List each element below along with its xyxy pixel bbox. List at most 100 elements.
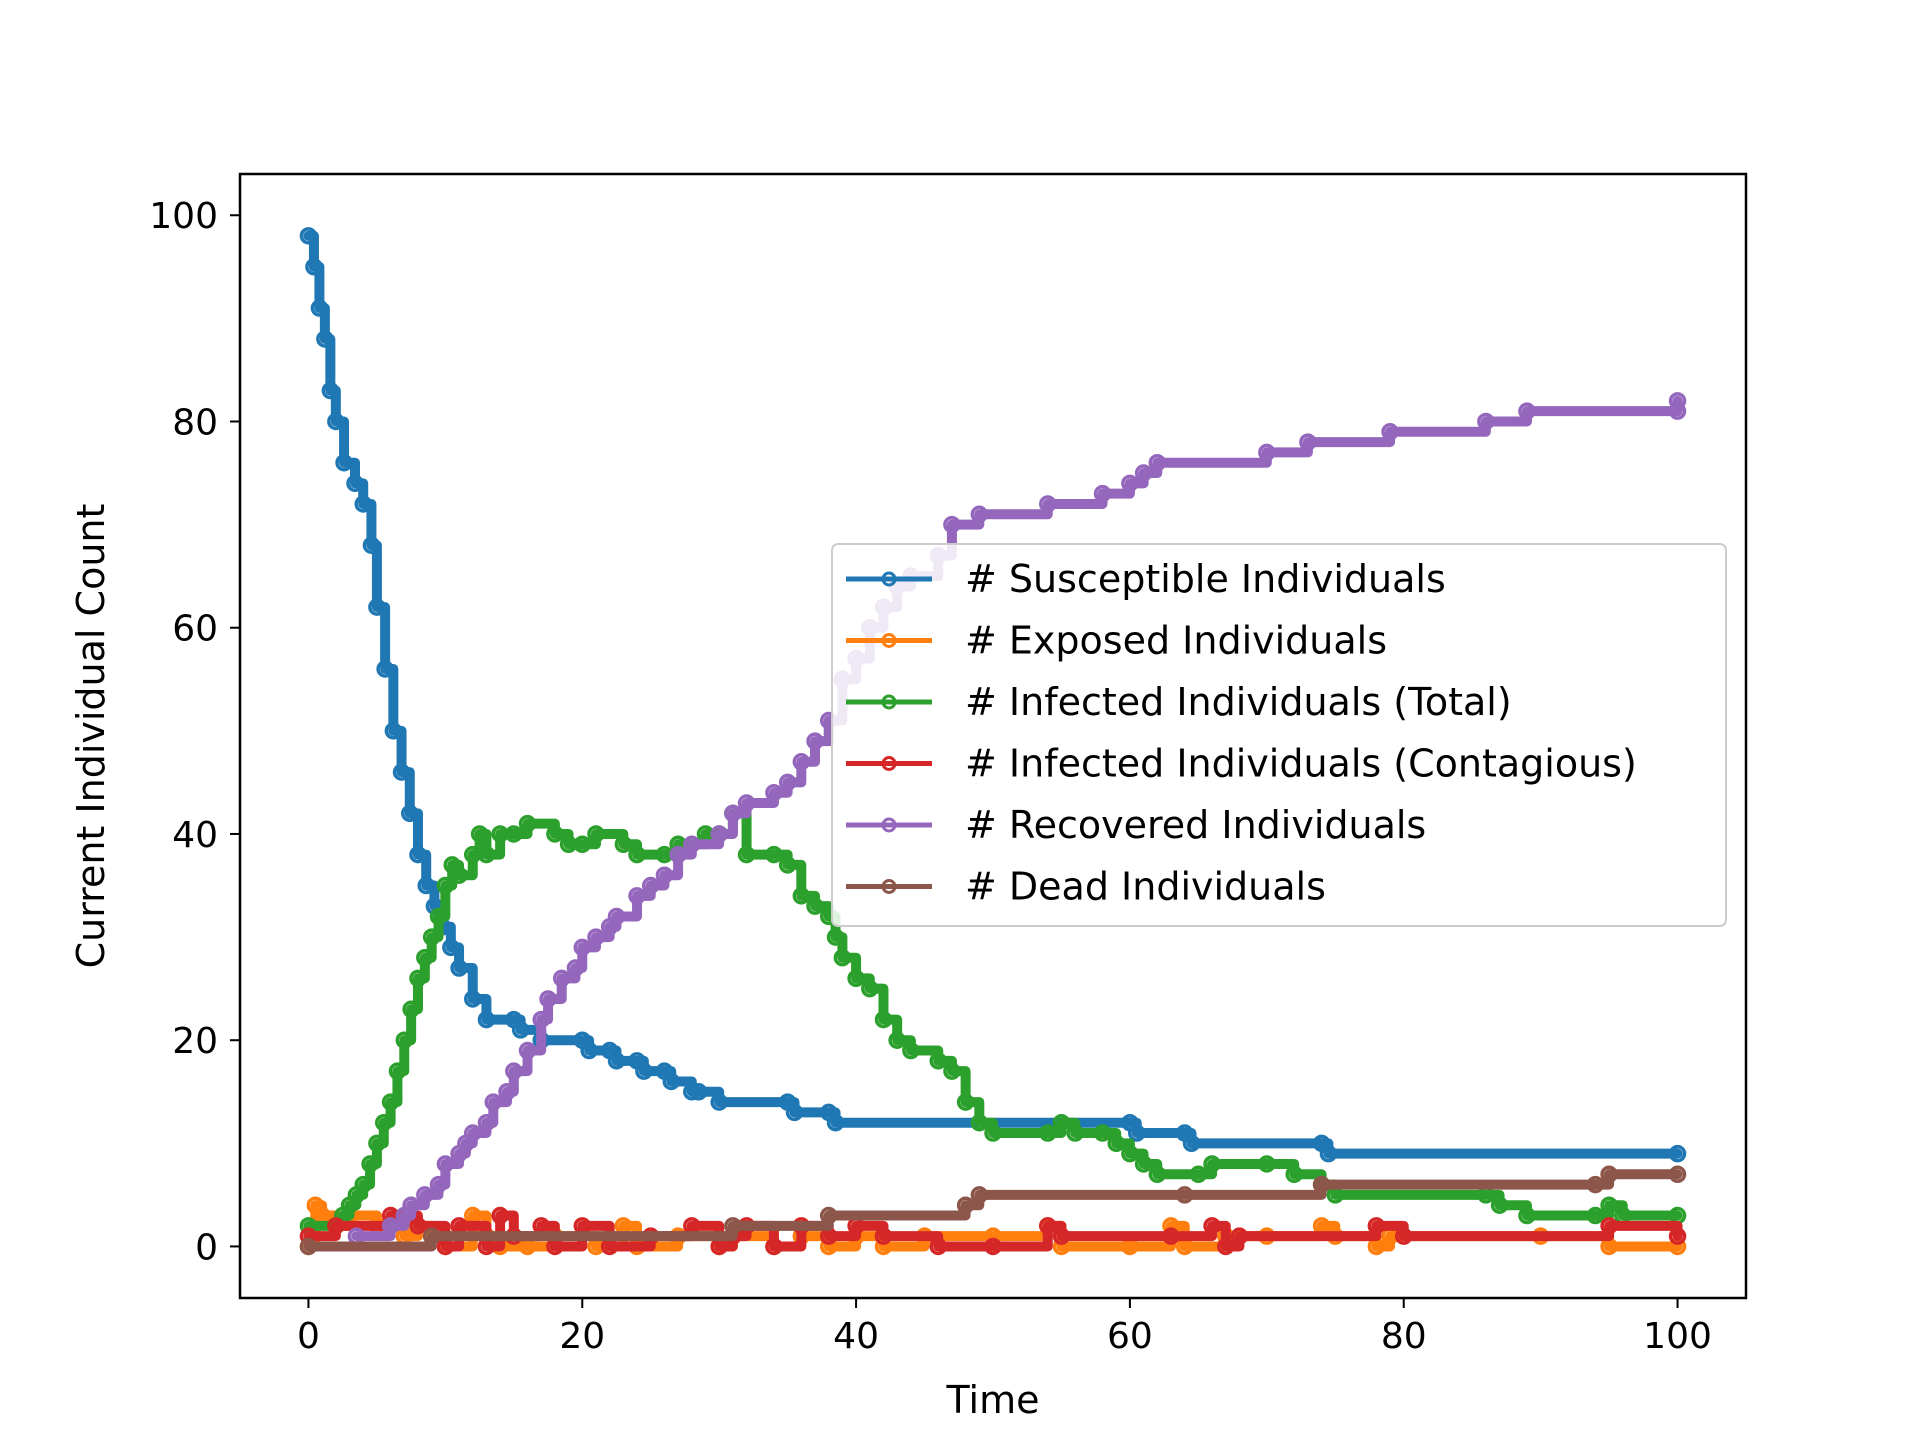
data-point: [384, 722, 403, 740]
series-recovered-individuals: [347, 392, 1687, 1245]
data-point: [737, 845, 756, 864]
data-point: [956, 1196, 975, 1214]
legend-items: # Susceptible Individuals # Exposed Indiv…: [846, 557, 1637, 909]
data-point: [416, 1186, 434, 1204]
data-point: [1052, 1113, 1071, 1132]
data-point: [321, 381, 340, 400]
data-point: [395, 1031, 414, 1049]
data-point: [1162, 1227, 1180, 1245]
data-point: [409, 969, 427, 988]
data-point: [806, 732, 824, 750]
legend-label: # Infected Individuals (Total): [965, 680, 1512, 724]
data-point: [943, 515, 961, 534]
y-tick-label: 60: [172, 609, 218, 650]
data-point: [874, 1010, 893, 1029]
legend-item: # Infected Individuals (Total): [846, 680, 1512, 724]
data-point: [470, 825, 489, 843]
data-point: [1668, 1144, 1687, 1163]
data-point: [429, 907, 448, 926]
data-point: [573, 938, 592, 957]
data-point: [1586, 1175, 1605, 1194]
data-point: [792, 753, 811, 771]
data-point: [1148, 453, 1167, 472]
data-point: [310, 299, 329, 317]
data-point: [765, 783, 783, 802]
legend-label: # Dead Individuals: [965, 865, 1326, 909]
data-point: [1134, 464, 1153, 482]
data-point: [539, 990, 557, 1008]
data-point: [1039, 1124, 1057, 1142]
data-point: [737, 794, 756, 812]
y-axis-ticks: 0 20 40 60 80 100: [149, 196, 240, 1268]
data-point: [902, 1041, 920, 1060]
data-point: [299, 1237, 318, 1256]
data-point: [614, 835, 633, 854]
data-point: [477, 845, 496, 864]
data-point: [943, 1062, 961, 1080]
data-point: [1258, 1155, 1276, 1173]
data-point: [956, 1093, 975, 1111]
legend-label: # Infected Individuals (Contagious): [965, 742, 1637, 786]
data-point: [450, 866, 468, 884]
data-point: [826, 928, 845, 946]
legend-item: # Exposed Individuals: [846, 619, 1387, 663]
data-point: [546, 825, 564, 843]
data-point: [1128, 1124, 1146, 1142]
data-point: [381, 1093, 400, 1111]
data-point: [491, 1206, 509, 1225]
data-point: [354, 1175, 372, 1194]
data-point: [376, 660, 394, 678]
data-point: [409, 845, 427, 864]
data-point: [847, 969, 865, 988]
data-point: [970, 505, 989, 524]
data-point: [477, 1010, 496, 1029]
data-point: [1668, 392, 1687, 410]
data-point: [436, 876, 455, 895]
data-point: [402, 1196, 420, 1214]
series-susceptible-individuals: [299, 227, 1687, 1163]
data-point: [1216, 1237, 1235, 1256]
data-point: [765, 1237, 783, 1256]
data-point: [970, 1113, 989, 1132]
data-point: [1093, 1124, 1112, 1142]
x-axis-label: Time: [946, 1378, 1040, 1422]
data-point: [477, 1113, 496, 1132]
data-point: [1518, 1206, 1536, 1225]
data-point: [587, 825, 605, 843]
data-point: [1381, 423, 1399, 441]
series-line: [303, 1210, 1683, 1252]
data-point: [683, 1083, 701, 1101]
series-layer: [299, 227, 1687, 1256]
data-point: [335, 453, 353, 472]
data-point: [888, 1031, 906, 1049]
series-line: [303, 808, 1683, 1231]
legend-item: # Recovered Individuals: [846, 803, 1426, 847]
data-point: [765, 845, 783, 864]
data-point: [1600, 1217, 1618, 1235]
data-point: [1299, 433, 1317, 451]
data-point: [327, 412, 345, 431]
data-point: [1052, 1227, 1071, 1245]
legend: # Susceptible Individuals # Exposed Indiv…: [831, 543, 1727, 927]
data-point: [327, 1217, 345, 1235]
data-point: [1121, 474, 1139, 493]
data-point: [984, 1124, 1002, 1142]
data-point: [498, 1083, 516, 1101]
data-point: [381, 1217, 400, 1235]
data-point: [635, 1062, 653, 1080]
data-point: [655, 866, 674, 884]
data-point: [368, 1134, 386, 1153]
data-point: [874, 1227, 893, 1245]
legend-marker: [881, 817, 897, 833]
legend-box: [831, 543, 1727, 927]
plot-frame: [238, 172, 1748, 1300]
data-point: [806, 897, 824, 915]
x-tick-label: 20: [559, 1316, 605, 1357]
data-point: [826, 1113, 845, 1132]
data-point: [417, 876, 435, 895]
data-point: [552, 969, 571, 988]
legend-item: # Susceptible Individuals: [846, 557, 1446, 601]
data-point: [669, 845, 687, 864]
data-point: [984, 1237, 1002, 1256]
